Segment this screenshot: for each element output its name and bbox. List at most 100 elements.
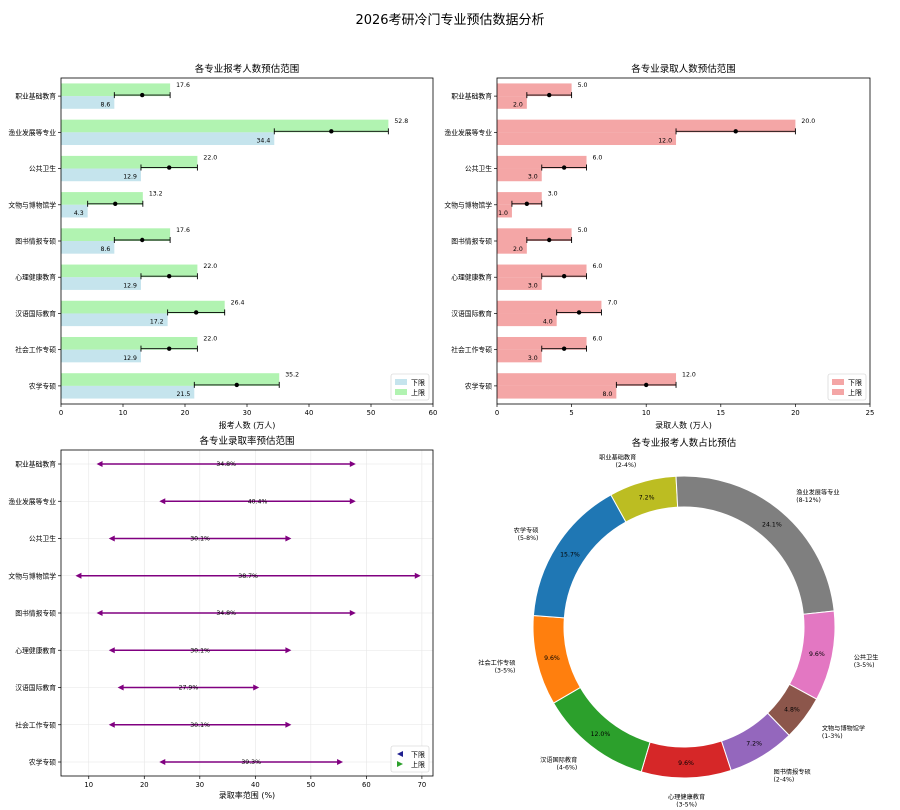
slice-range-label: (5-8%) xyxy=(518,535,539,542)
y-tick-label: 汉语国际教育 xyxy=(451,309,492,318)
slice-range-label: (2-4%) xyxy=(615,462,636,469)
slice-range-label: (1-3%) xyxy=(822,733,843,740)
lower-value-label: 3.0 xyxy=(528,174,538,181)
y-tick-label: 汉语国际教育 xyxy=(15,683,56,692)
lower-bar xyxy=(61,313,168,327)
x-axis-label: 录取人数 (万人) xyxy=(655,420,712,430)
slice-pct-label: 9.6% xyxy=(544,655,560,662)
legend-label-lower: 下限 xyxy=(411,750,425,759)
lower-bar xyxy=(497,385,617,399)
slice-pct-label: 4.8% xyxy=(784,706,800,713)
upper-bar xyxy=(497,119,796,133)
lower-value-label: 8.0 xyxy=(603,391,613,398)
upper-value-label: 5.0 xyxy=(578,82,588,89)
slice-range-label: (8-12%) xyxy=(796,497,821,504)
midpoint-marker xyxy=(166,274,172,279)
midpoint-marker xyxy=(576,310,582,315)
x-axis-label: 录取率范围 (%) xyxy=(219,790,275,800)
x-tick-label: 10 xyxy=(119,409,128,417)
upper-value-label: 7.0 xyxy=(607,299,617,306)
slice-pct-label: 24.1% xyxy=(762,521,782,528)
slice-name-label: 汉语国际教育 xyxy=(540,756,577,764)
lower-arrowhead xyxy=(117,684,124,691)
upper-value-label: 17.6 xyxy=(176,82,190,89)
upper-value-label: 12.0 xyxy=(682,372,696,379)
x-tick-label: 50 xyxy=(367,409,376,417)
lower-value-label: 3.0 xyxy=(528,355,538,362)
upper-bar xyxy=(497,228,572,241)
slice-name-label: 文物与博物馆学 xyxy=(822,725,865,733)
y-tick-label: 社会工作专硕 xyxy=(451,345,492,354)
y-tick-label: 公共卫生 xyxy=(465,164,492,173)
y-tick-label: 职业基础教育 xyxy=(451,92,492,101)
figure-title: 2026考研冷门专业预估数据分析 xyxy=(355,13,544,28)
upper-value-label: 5.0 xyxy=(578,227,588,234)
legend-swatch-lower xyxy=(395,379,407,385)
lower-arrowhead xyxy=(75,572,82,579)
y-tick-label: 农学专硕 xyxy=(29,758,56,767)
midpoint-marker xyxy=(113,201,118,206)
x-tick-label: 20 xyxy=(140,781,149,789)
lower-bar xyxy=(497,204,512,218)
y-tick-label: 渔业发展等专业 xyxy=(8,128,56,137)
upper-value-label: 22.0 xyxy=(203,335,217,342)
slice-name-label: 渔业发展等专业 xyxy=(796,488,839,496)
y-tick-label: 渔业发展等专业 xyxy=(8,497,56,506)
slice-pct-label: 15.7% xyxy=(560,551,580,558)
y-tick-label: 心理健康教育 xyxy=(15,273,56,282)
lower-bar xyxy=(497,277,542,290)
x-tick-label: 5 xyxy=(569,409,573,417)
slice-name-label: 农学专硕 xyxy=(514,527,539,535)
upper-arrowhead xyxy=(349,461,356,467)
x-tick-label: 60 xyxy=(429,409,438,417)
upper-value-label: 3.0 xyxy=(548,191,558,198)
lower-value-label: 8.6 xyxy=(100,246,110,253)
upper-bar xyxy=(61,119,389,133)
lower-bar xyxy=(497,96,527,109)
rate-label: 34.8% xyxy=(216,610,236,617)
legend-label-lower: 下限 xyxy=(411,378,425,387)
lower-bar xyxy=(61,277,141,290)
upper-value-label: 17.6 xyxy=(176,227,190,234)
legend-swatch-lower xyxy=(832,379,844,385)
y-tick-label: 心理健康教育 xyxy=(451,273,492,282)
lower-value-label: 1.0 xyxy=(498,210,508,217)
midpoint-marker xyxy=(234,382,239,388)
midpoint-marker xyxy=(140,237,145,243)
slice-name-label: 公共卫生 xyxy=(854,654,879,662)
lower-value-label: 8.6 xyxy=(100,101,110,108)
lower-bar xyxy=(61,385,195,399)
slice-range-label: (2-4%) xyxy=(774,777,795,784)
lower-value-label: 3.0 xyxy=(528,282,538,289)
lower-bar xyxy=(61,132,275,146)
upper-arrowhead xyxy=(253,684,260,691)
rate-label: 30.1% xyxy=(190,647,210,654)
panel-title: 各专业录取率预估范围 xyxy=(199,435,294,447)
slice-pct-label: 7.2% xyxy=(639,494,655,501)
x-tick-label: 60 xyxy=(362,781,371,789)
upper-value-label: 22.0 xyxy=(203,154,217,161)
y-tick-label: 文物与博物馆学 xyxy=(444,200,492,209)
x-tick-label: 30 xyxy=(243,409,252,417)
y-tick-label: 农学专硕 xyxy=(465,381,492,390)
upper-value-label: 6.0 xyxy=(593,154,603,161)
lower-value-label: 12.9 xyxy=(123,282,137,289)
upper-bar xyxy=(61,373,280,386)
lower-value-label: 34.4 xyxy=(256,138,270,145)
y-tick-label: 心理健康教育 xyxy=(15,646,56,655)
panel-title: 各专业报考人数占比预估 xyxy=(632,437,737,449)
y-tick-label: 文物与博物馆学 xyxy=(8,571,56,580)
lower-value-label: 12.9 xyxy=(123,174,137,181)
rate-label: 27.9% xyxy=(179,685,199,692)
lower-arrowhead xyxy=(96,461,103,467)
x-tick-label: 30 xyxy=(195,781,204,789)
lower-bar xyxy=(497,168,542,182)
upper-value-label: 26.4 xyxy=(231,299,245,306)
y-tick-label: 文物与博物馆学 xyxy=(8,200,56,209)
midpoint-marker xyxy=(140,92,145,98)
upper-value-label: 6.0 xyxy=(593,263,603,270)
y-tick-label: 汉语国际教育 xyxy=(15,309,56,318)
slice-name-label: 社会工作专硕 xyxy=(478,659,515,667)
x-tick-label: 15 xyxy=(716,409,725,417)
